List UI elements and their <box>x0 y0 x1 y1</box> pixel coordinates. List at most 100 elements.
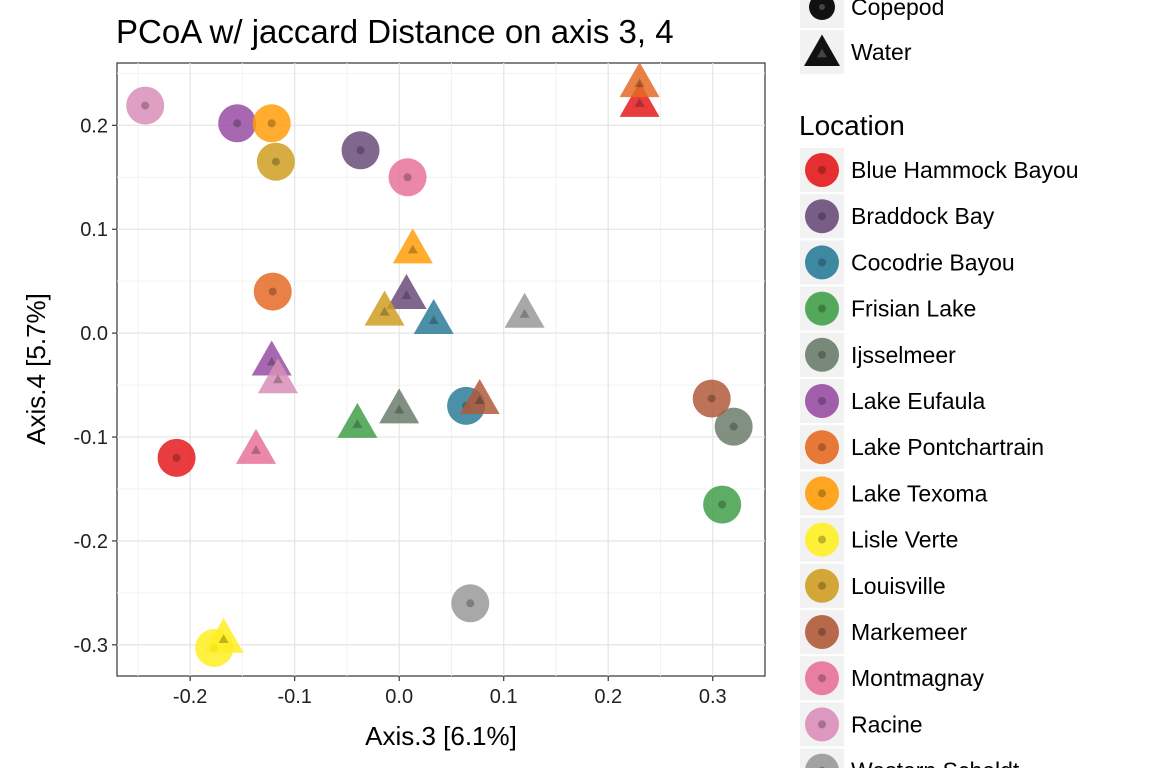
location-legend-entry: Racine <box>798 700 923 749</box>
data-point <box>619 81 660 117</box>
data-point <box>504 292 545 328</box>
point-center-dot <box>356 146 365 155</box>
legend-key-dot <box>818 258 826 267</box>
point-marker-triangle <box>337 402 378 438</box>
point-marker-circle <box>126 86 165 125</box>
location-legend-entry: Markemeer <box>798 608 968 656</box>
location-legend-label: Louisville <box>851 573 946 599</box>
legend-key-circle <box>805 568 839 603</box>
data-point <box>459 378 500 414</box>
legend-key-circle <box>805 615 839 649</box>
point-marker-triangle <box>386 274 427 310</box>
y-tick-label: -0.1 <box>74 427 108 449</box>
point-marker-triangle <box>392 228 433 264</box>
y-axis-ticks: 0.2 0.1 0.0 -0.1 -0.2 -0.3 <box>74 115 117 657</box>
legend-key-dot <box>818 581 826 590</box>
point-marker-triangle <box>619 81 660 117</box>
legend-key-dot <box>818 628 826 636</box>
point-center-dot <box>474 395 485 404</box>
point-center-dot <box>233 119 242 128</box>
y-tick-label: 0.2 <box>80 115 108 137</box>
location-legend-entry: Blue Hammock Bayou <box>798 146 1079 194</box>
data-point <box>413 298 454 334</box>
legend-key-circle <box>805 245 839 280</box>
x-tick-label: 0.0 <box>385 686 413 708</box>
location-legend-title: Location <box>799 110 905 141</box>
shape-legend: Copepod Water <box>798 0 944 76</box>
x-tick-label: -0.2 <box>173 686 207 708</box>
x-tick-label: 0.3 <box>699 686 727 708</box>
location-legend-label: Blue Hammock Bayou <box>851 157 1079 183</box>
point-marker-triangle <box>364 290 405 326</box>
point-center-dot <box>267 119 276 128</box>
location-legend-entry: Lake Pontchartrain <box>798 423 1044 472</box>
data-point <box>253 272 292 311</box>
location-legend-entry: Lake Texoma <box>798 469 988 518</box>
legend-key-circle <box>805 476 839 511</box>
data-point <box>341 131 380 170</box>
data-point <box>218 104 257 143</box>
point-center-dot <box>729 422 738 431</box>
point-center-dot <box>401 290 412 300</box>
point-center-dot <box>379 306 390 316</box>
point-center-dot <box>403 173 412 182</box>
location-legend-label: Racine <box>851 711 923 737</box>
data-points <box>126 62 753 667</box>
legend-key-dot <box>818 397 826 405</box>
location-legend-label: Lake Eufaula <box>851 388 985 414</box>
x-tick-label: 0.1 <box>490 686 518 708</box>
plot-grid <box>117 63 765 676</box>
point-marker-circle <box>451 584 490 623</box>
shape-legend-label: Copepod <box>851 0 944 20</box>
point-marker-circle <box>703 485 742 524</box>
shape-legend-label: Water <box>851 39 912 65</box>
point-center-dot <box>707 394 716 403</box>
location-legend-entry: Louisville <box>798 561 946 610</box>
legend-key-dot <box>818 166 826 174</box>
legend-key-circle <box>805 199 839 234</box>
point-center-dot <box>466 599 475 608</box>
point-marker-triangle <box>203 617 244 653</box>
point-marker-circle <box>157 438 196 477</box>
location-legend-entry: Frisian Lake <box>798 284 976 333</box>
x-tick-label: -0.1 <box>277 686 311 708</box>
data-point <box>692 379 731 418</box>
point-marker-triangle <box>504 292 545 328</box>
location-legend-label: Lisle Verte <box>851 527 958 553</box>
point-marker-circle <box>388 158 427 197</box>
location-legend-entry: Braddock Bay <box>798 192 995 241</box>
legend-key-dot <box>817 48 827 58</box>
point-center-dot <box>519 309 530 318</box>
data-point <box>257 358 298 394</box>
data-point <box>386 274 427 310</box>
data-point <box>619 62 660 98</box>
y-axis-title: Axis.4 [5.7%] <box>21 293 51 445</box>
shape-legend-entry: Copepod <box>798 0 944 31</box>
point-marker-triangle <box>459 378 500 414</box>
y-tick-label: 0.1 <box>80 219 108 241</box>
point-center-dot <box>271 157 280 166</box>
x-tick-label: 0.2 <box>594 686 622 708</box>
point-center-dot <box>251 445 262 454</box>
data-point <box>337 402 378 438</box>
location-legend-label: Western Scheldt <box>851 758 1020 768</box>
x-axis-ticks: -0.2 -0.1 0.0 0.1 0.2 0.3 <box>173 676 727 708</box>
legend-key-circle <box>805 753 839 768</box>
data-point <box>126 86 165 125</box>
data-point <box>714 407 753 446</box>
point-marker-circle <box>252 104 291 143</box>
point-marker-circle <box>218 104 257 143</box>
location-legend-entry: Montmagnay <box>798 654 984 703</box>
point-marker-circle <box>341 131 380 170</box>
point-marker-triangle <box>236 428 277 464</box>
location-legend-label: Ijsselmeer <box>851 342 956 368</box>
legend-key-dot <box>818 535 826 544</box>
point-center-dot <box>407 244 418 254</box>
legend-key-circle <box>805 522 839 557</box>
legend-key-circle <box>805 337 839 372</box>
data-point <box>236 428 277 464</box>
location-legend-label: Braddock Bay <box>851 203 995 229</box>
y-tick-label: -0.3 <box>74 635 108 657</box>
point-center-dot <box>266 356 277 366</box>
